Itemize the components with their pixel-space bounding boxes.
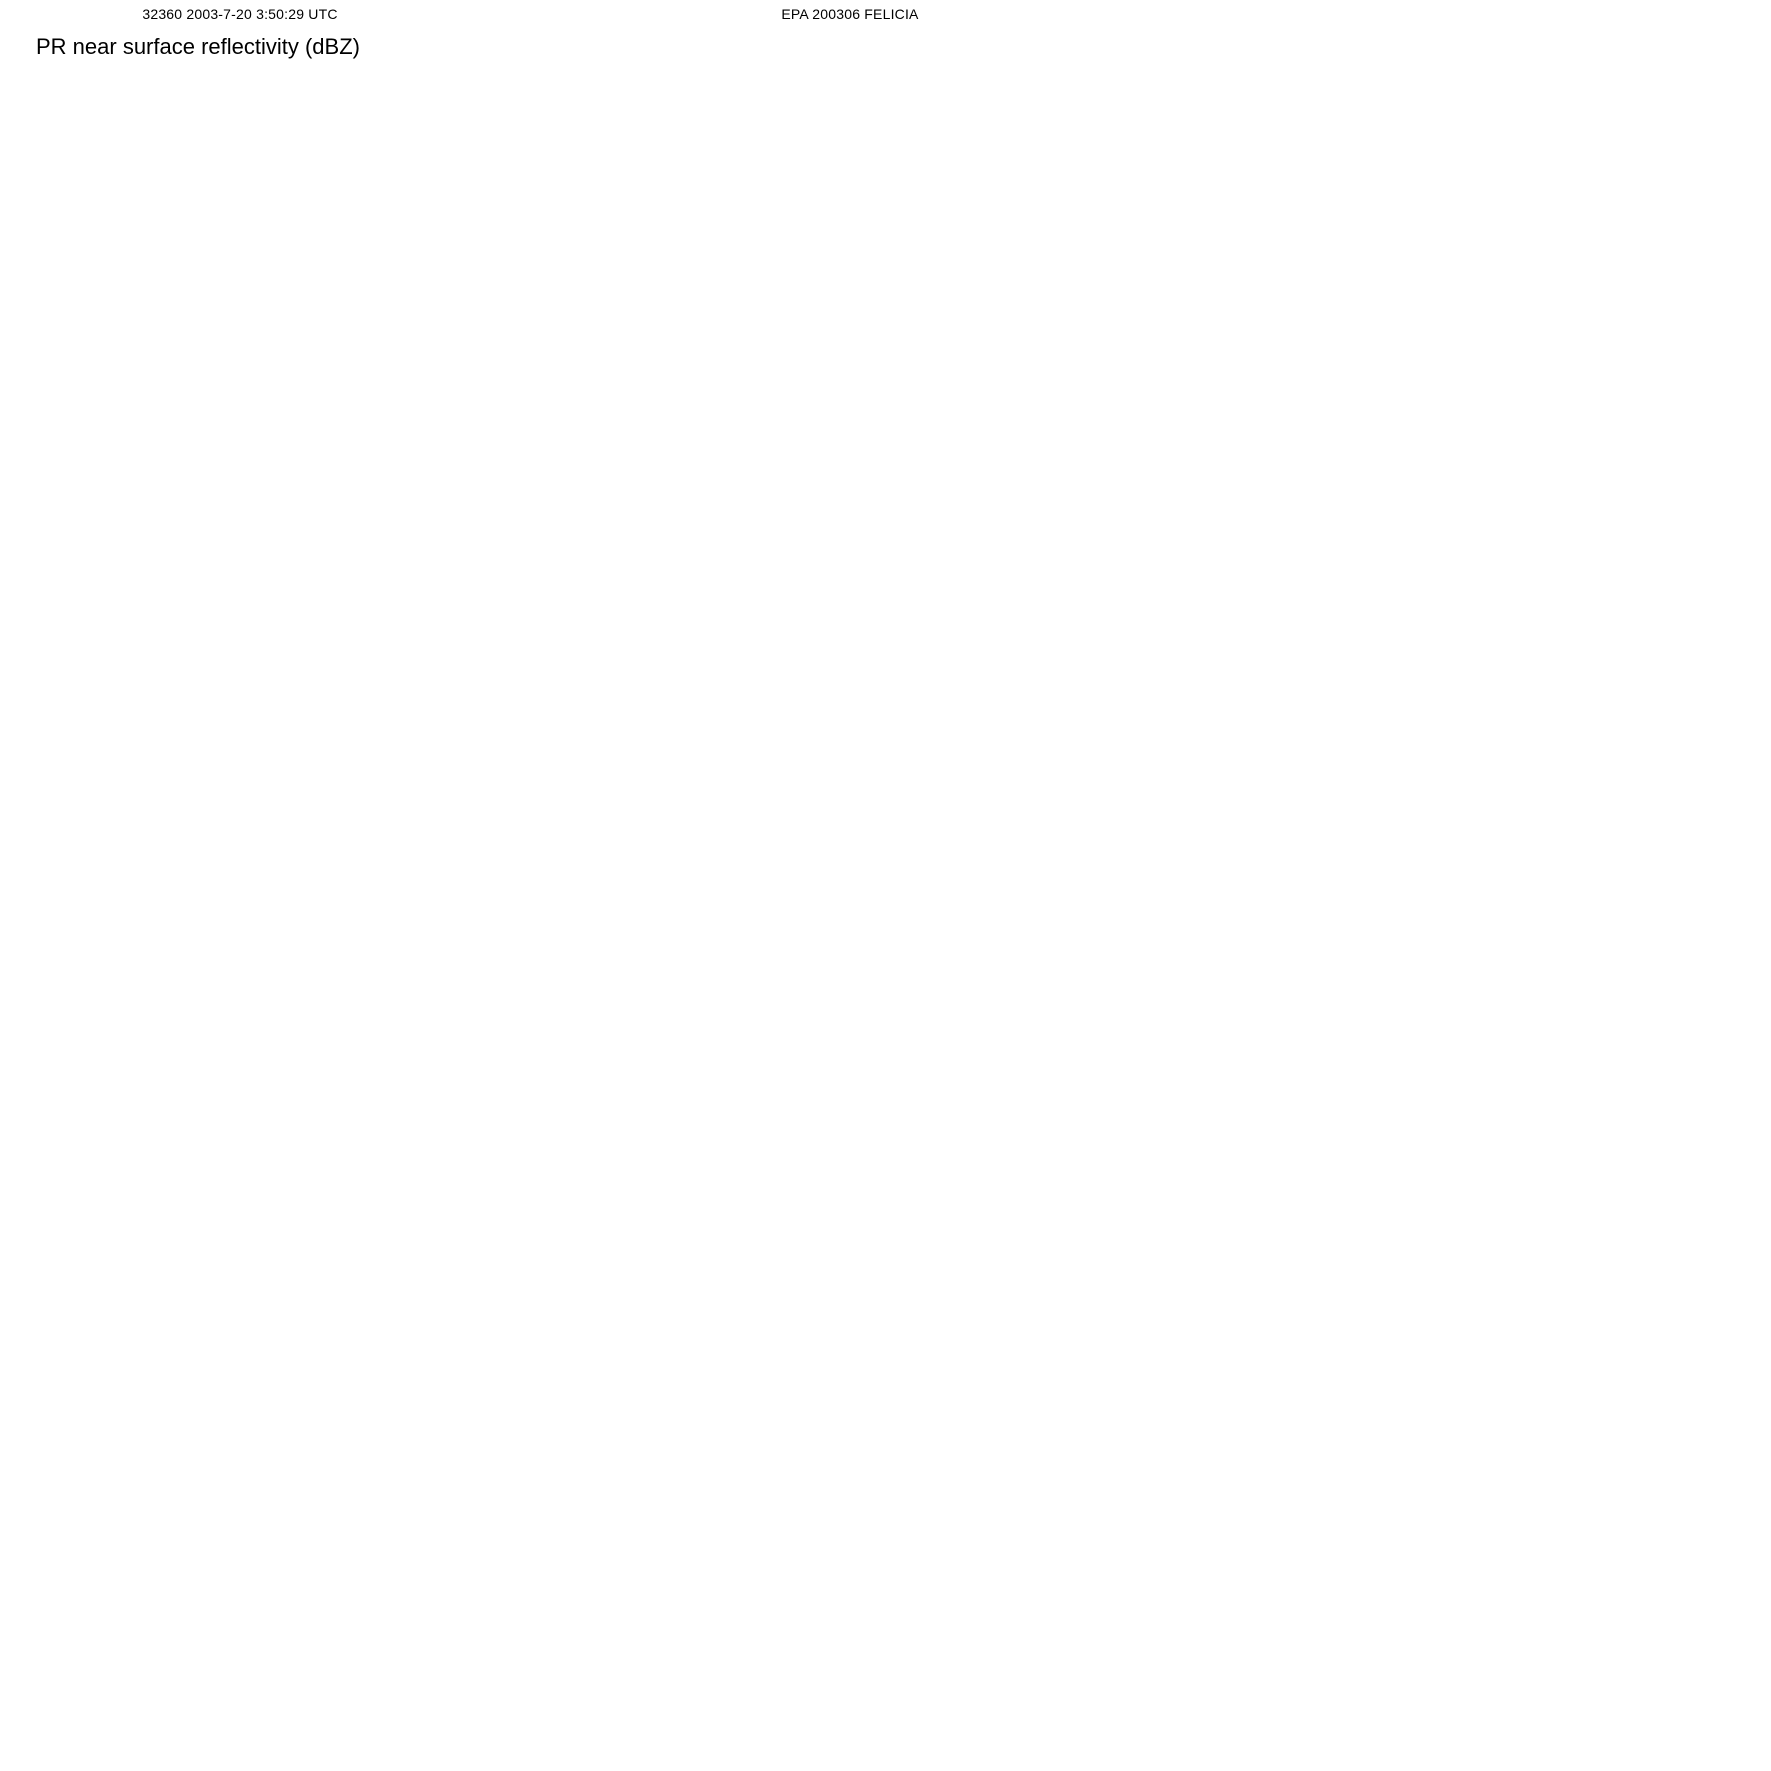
panel-title-text: PR near surface reflectivity (dBZ) — [36, 34, 360, 59]
orbit-datetime-header: 32360 2003-7-20 3:50:29 UTC — [142, 6, 338, 22]
storm-name-header: EPA 200306 FELICIA — [781, 6, 919, 22]
panel-a: PR near surface reflectivity (dBZ) — [8, 22, 594, 584]
panel-title-a: PR near surface reflectivity (dBZ) — [36, 34, 360, 60]
